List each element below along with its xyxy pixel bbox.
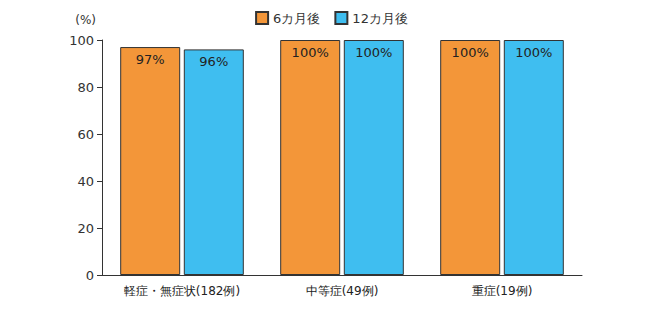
svg-text:40: 40: [77, 174, 94, 189]
svg-text:12カ月後: 12カ月後: [352, 11, 408, 26]
svg-text:中等症(49例): 中等症(49例): [306, 284, 379, 298]
svg-text:97%: 97%: [136, 52, 165, 67]
svg-text:100%: 100%: [355, 45, 392, 60]
svg-text:80: 80: [77, 80, 94, 95]
svg-text:96%: 96%: [199, 54, 228, 69]
svg-text:100: 100: [69, 33, 94, 48]
svg-text:軽症・無症状(182例): 軽症・無症状(182例): [124, 284, 240, 298]
svg-text:0: 0: [86, 268, 94, 283]
svg-text:(%): (%): [75, 13, 96, 27]
svg-text:20: 20: [77, 221, 94, 236]
svg-text:重症(19例): 重症(19例): [472, 284, 533, 298]
svg-text:6カ月後: 6カ月後: [273, 11, 320, 26]
svg-text:100%: 100%: [292, 45, 329, 60]
svg-text:100%: 100%: [515, 45, 552, 60]
svg-text:100%: 100%: [452, 45, 489, 60]
svg-text:60: 60: [77, 127, 94, 142]
